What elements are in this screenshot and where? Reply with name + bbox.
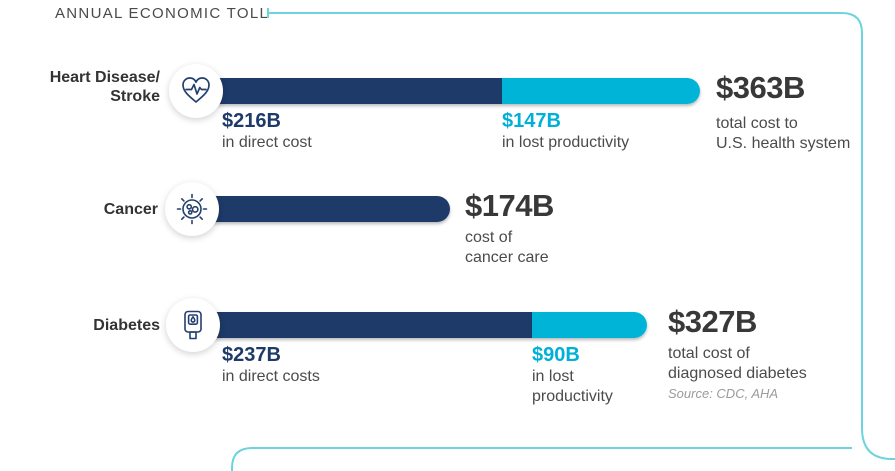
bar-diabetes (193, 312, 647, 338)
total-caption-diabetes: total cost of diagnosed diabetes (668, 344, 807, 384)
value-lost-productivity: $90B (532, 344, 580, 366)
total-caption-line2: cancer care (465, 249, 549, 266)
total-caption-heart-disease: total cost to U.S. health system (716, 114, 850, 154)
page-title: ANNUAL ECONOMIC TOLL (55, 5, 270, 22)
bar-segment-direct-cost (196, 78, 502, 104)
caption-direct-cost: in direct cost (222, 134, 312, 151)
total-caption-line2: U.S. health system (716, 135, 851, 152)
category-label-heart-disease: Heart Disease/ Stroke (30, 68, 160, 106)
category-label-line1: Heart Disease/ (49, 69, 160, 86)
value-direct-cost: $216B (222, 110, 281, 132)
bar-cancer (192, 196, 450, 222)
category-label-line1: Diabetes (93, 317, 160, 334)
bar-segment-direct-cost (193, 312, 532, 338)
icon-circle-cancer (165, 182, 219, 236)
category-label-diabetes: Diabetes (30, 316, 160, 335)
total-caption-line1: cost of (465, 229, 513, 246)
category-label-line1: Cancer (103, 201, 158, 218)
value-direct-cost: $237B (222, 344, 281, 366)
source-note: Source: CDC, AHA (668, 386, 779, 401)
caption-lost-productivity: in lost productivity (502, 134, 630, 151)
total-value-diabetes: $327B (668, 304, 757, 339)
cancer-cell-icon (176, 193, 208, 225)
bar-segment-lost-productivity (532, 312, 647, 338)
total-caption-cancer: cost of cancer care (465, 228, 549, 268)
total-caption-line1: total cost of (668, 345, 750, 362)
caption-lost-productivity: in lost productivity (532, 368, 613, 405)
icon-circle-diabetes (166, 298, 220, 352)
glucose-meter-icon (184, 310, 202, 340)
total-value-heart-disease: $363B (716, 70, 805, 105)
category-label-cancer: Cancer (30, 200, 158, 219)
icon-circle-heart-disease (169, 64, 223, 118)
total-caption-line1: total cost to (716, 115, 798, 132)
caption-direct-cost: in direct costs (222, 368, 320, 385)
category-label-line2: Stroke (110, 88, 160, 105)
total-value-cancer: $174B (465, 188, 554, 223)
value-lost-productivity: $147B (502, 110, 561, 132)
total-caption-line2: diagnosed diabetes (668, 365, 807, 382)
bar-heart-disease (196, 78, 700, 104)
bar-segment-direct-cost (192, 196, 450, 222)
bar-segment-lost-productivity (502, 78, 700, 104)
heart-pulse-icon (182, 77, 210, 103)
